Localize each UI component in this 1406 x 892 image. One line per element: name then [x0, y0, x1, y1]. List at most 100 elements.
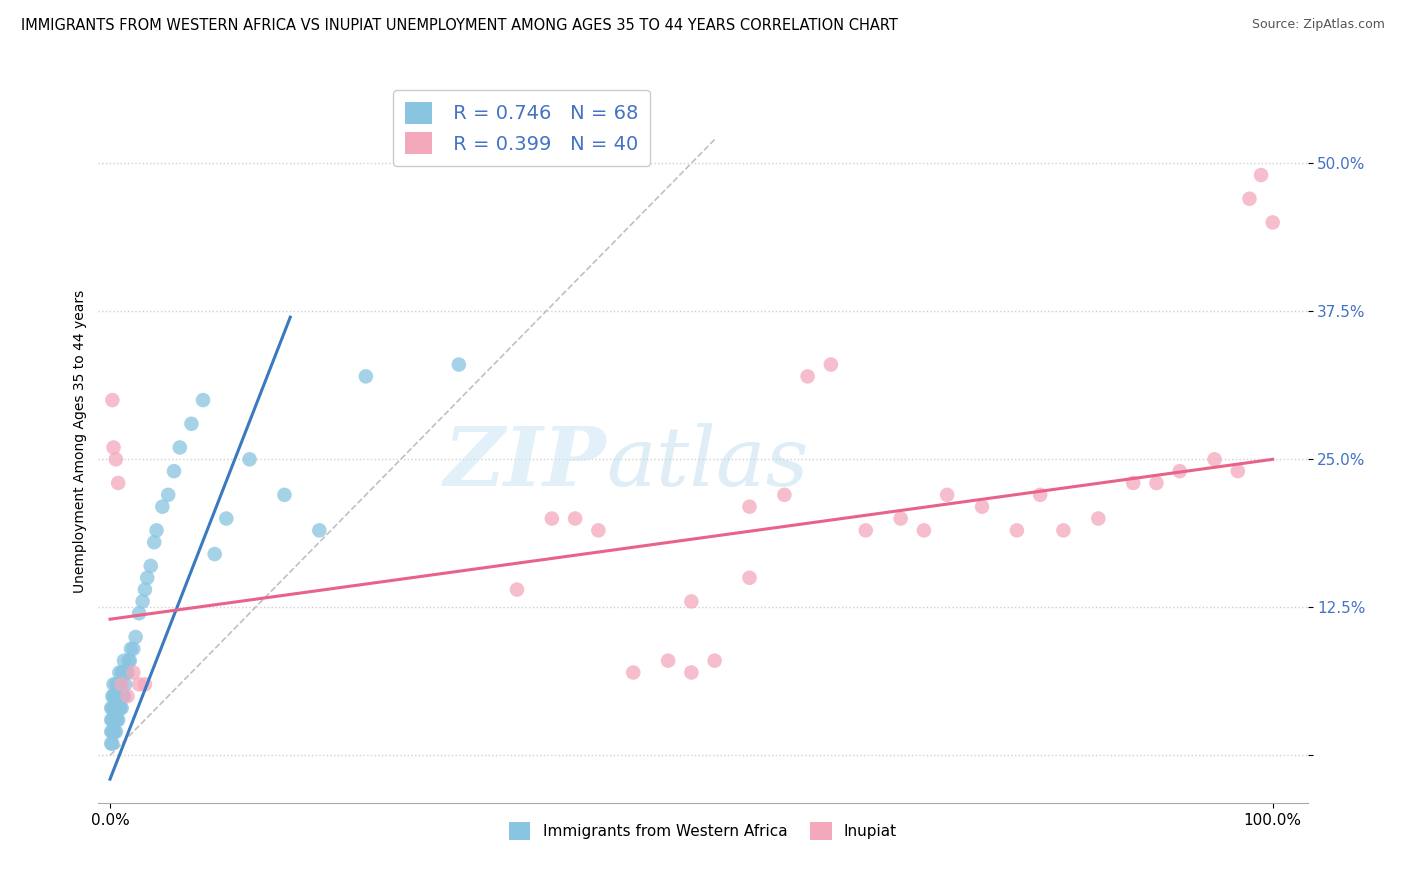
Point: [115, 665, 138, 680]
Point: [273, 488, 295, 502]
Point: [1087, 511, 1109, 525]
Point: [1168, 464, 1191, 478]
Text: atlas: atlas: [606, 423, 808, 503]
Point: [145, 524, 167, 538]
Point: [104, 724, 127, 739]
Point: [1239, 192, 1261, 206]
Point: [139, 558, 162, 573]
Point: [104, 713, 127, 727]
Point: [104, 724, 127, 739]
Point: [1250, 168, 1272, 182]
Point: [111, 689, 134, 703]
Point: [1052, 524, 1074, 538]
Point: [104, 701, 127, 715]
Point: [111, 677, 134, 691]
Point: [621, 665, 644, 680]
Point: [191, 393, 214, 408]
Text: IMMIGRANTS FROM WESTERN AFRICA VS INUPIAT UNEMPLOYMENT AMONG AGES 35 TO 44 YEARS: IMMIGRANTS FROM WESTERN AFRICA VS INUPIA…: [21, 18, 898, 33]
Point: [143, 535, 166, 549]
Point: [107, 475, 129, 490]
Point: [738, 571, 761, 585]
Point: [180, 417, 202, 431]
Point: [134, 677, 156, 691]
Point: [657, 654, 679, 668]
Point: [107, 677, 129, 691]
Point: [103, 724, 125, 739]
Point: [564, 511, 586, 525]
Point: [112, 654, 135, 668]
Point: [820, 358, 842, 372]
Point: [104, 452, 127, 467]
Point: [703, 654, 725, 668]
Point: [103, 677, 125, 691]
Point: [104, 677, 127, 691]
Point: [101, 713, 124, 727]
Point: [239, 452, 262, 467]
Point: [796, 369, 818, 384]
Point: [101, 724, 124, 739]
Point: [890, 511, 912, 525]
Point: [128, 677, 150, 691]
Point: [108, 701, 131, 715]
Point: [1029, 488, 1052, 502]
Point: [1122, 475, 1144, 490]
Point: [112, 689, 135, 703]
Point: [681, 594, 703, 608]
Point: [354, 369, 377, 384]
Point: [912, 524, 935, 538]
Point: [936, 488, 959, 502]
Point: [111, 689, 134, 703]
Point: [157, 488, 180, 502]
Point: [163, 464, 186, 478]
Point: [103, 441, 125, 455]
Point: [104, 713, 127, 727]
Point: [506, 582, 529, 597]
Point: [118, 654, 141, 668]
Point: [131, 594, 153, 608]
Point: [169, 441, 191, 455]
Point: [105, 701, 128, 715]
Point: [101, 701, 124, 715]
Point: [588, 524, 610, 538]
Point: [111, 665, 134, 680]
Point: [101, 737, 124, 751]
Point: [1204, 452, 1226, 467]
Point: [117, 689, 139, 703]
Point: [773, 488, 796, 502]
Point: [122, 665, 145, 680]
Point: [105, 713, 128, 727]
Point: [136, 571, 159, 585]
Point: [107, 701, 129, 715]
Point: [114, 677, 136, 691]
Point: [215, 511, 238, 525]
Point: [855, 524, 877, 538]
Point: [1144, 475, 1167, 490]
Point: [150, 500, 173, 514]
Point: [970, 500, 993, 514]
Text: Source: ZipAtlas.com: Source: ZipAtlas.com: [1251, 18, 1385, 31]
Y-axis label: Unemployment Among Ages 35 to 44 years: Unemployment Among Ages 35 to 44 years: [73, 290, 87, 593]
Point: [1005, 524, 1028, 538]
Point: [101, 393, 124, 408]
Point: [540, 511, 562, 525]
Point: [204, 547, 226, 561]
Point: [104, 689, 127, 703]
Point: [128, 607, 150, 621]
Point: [110, 677, 132, 691]
Point: [104, 701, 127, 715]
Point: [120, 641, 142, 656]
Point: [110, 701, 132, 715]
Point: [105, 689, 128, 703]
Point: [134, 582, 156, 597]
Point: [108, 689, 131, 703]
Point: [100, 737, 122, 751]
Point: [118, 654, 141, 668]
Point: [108, 665, 131, 680]
Point: [738, 500, 761, 514]
Point: [122, 641, 145, 656]
Point: [124, 630, 146, 644]
Point: [681, 665, 703, 680]
Point: [107, 713, 129, 727]
Point: [101, 689, 124, 703]
Point: [103, 713, 125, 727]
